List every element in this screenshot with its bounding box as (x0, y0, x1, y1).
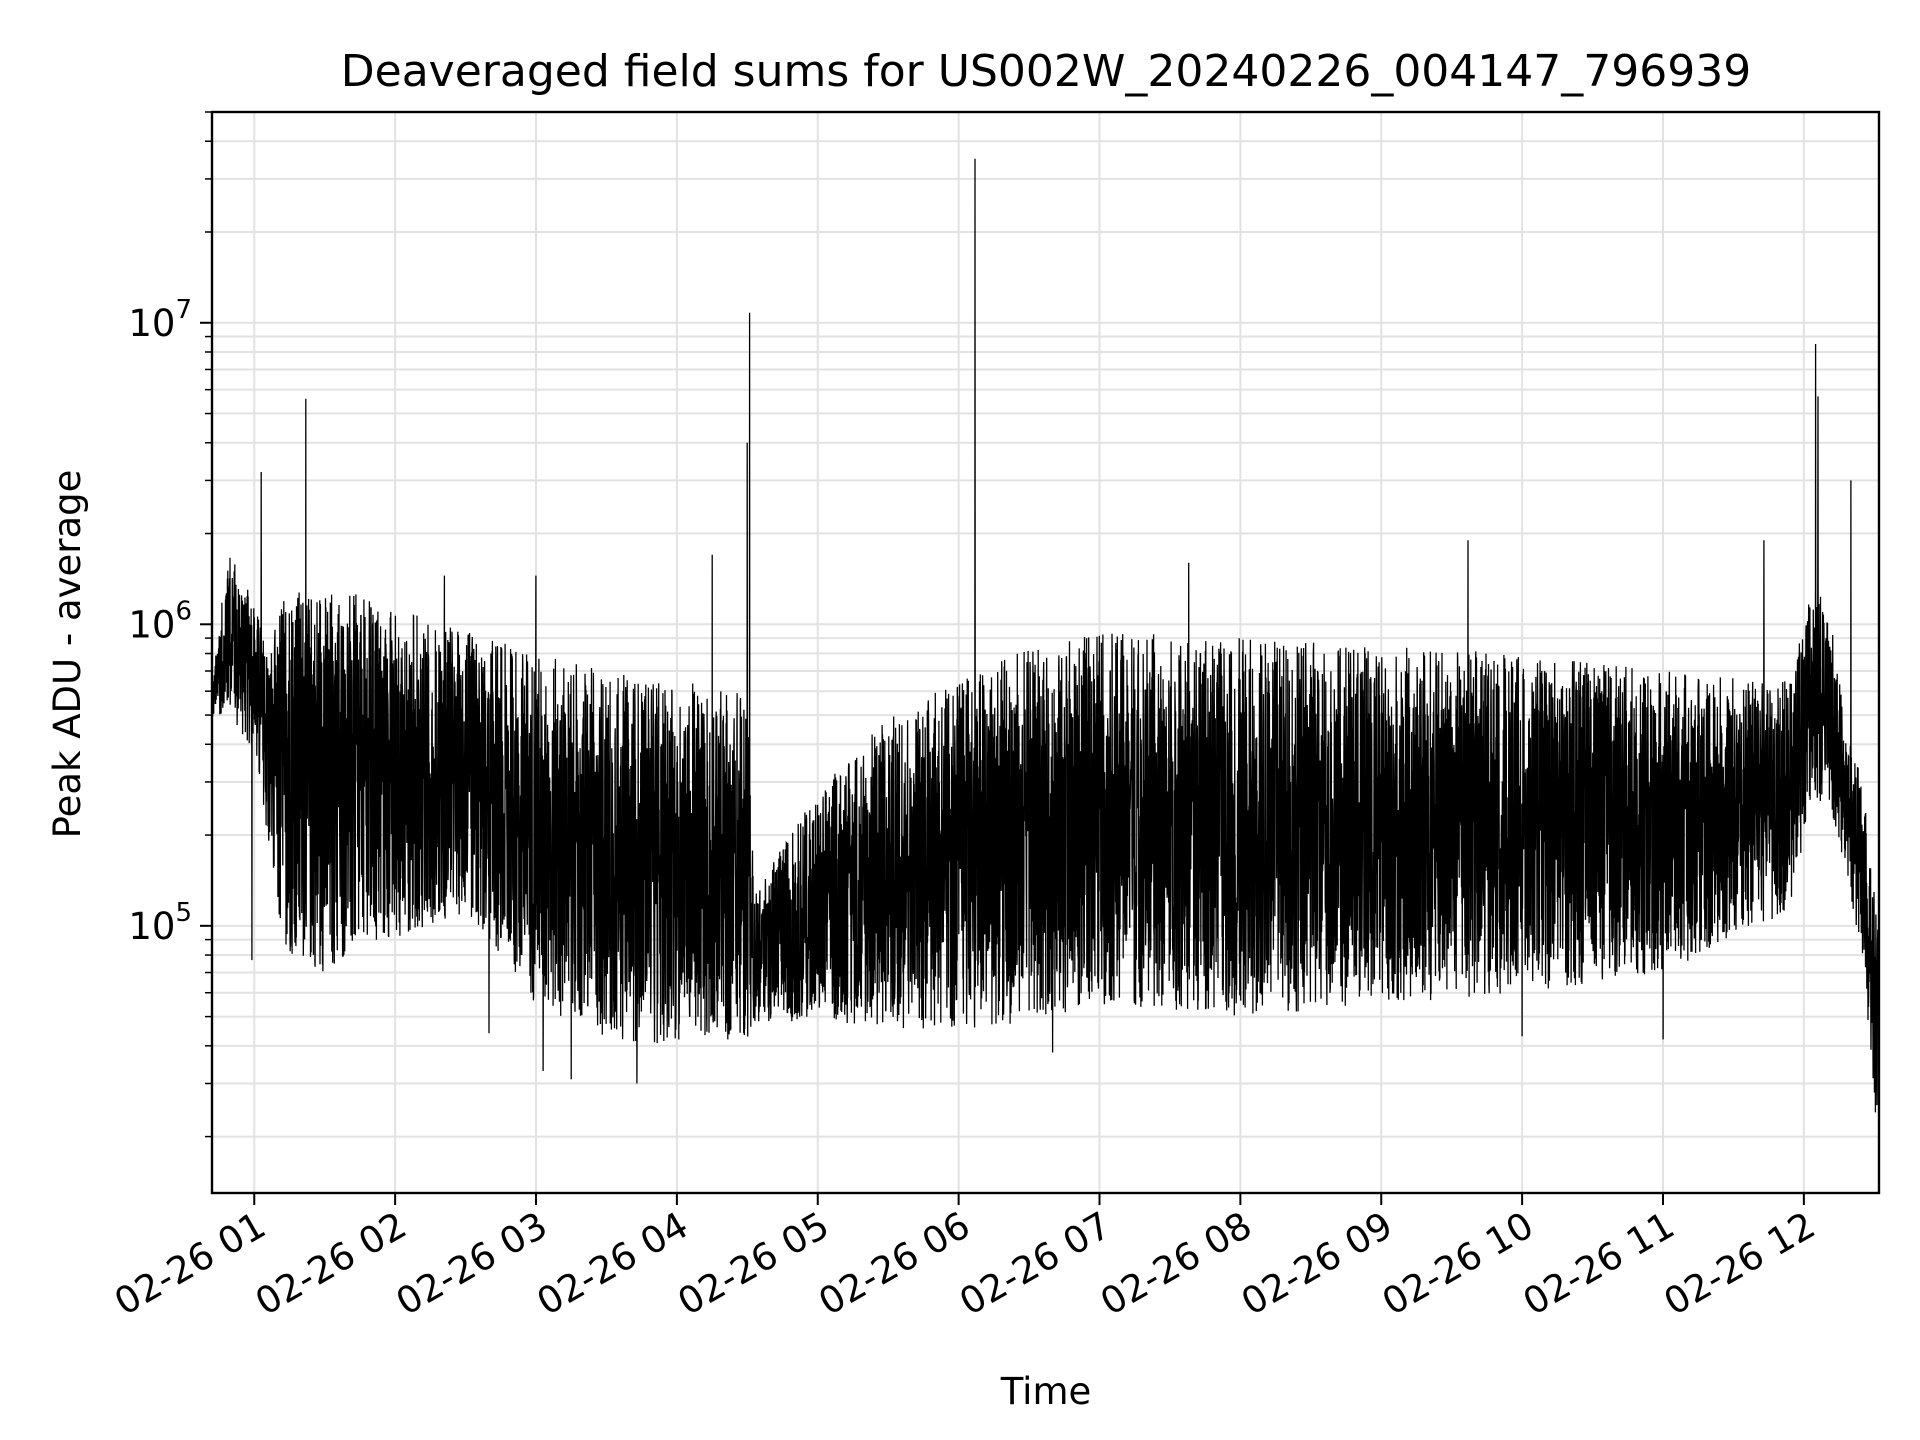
tick-marks (200, 111, 1805, 1205)
y-tick-label-exponent: 6 (175, 596, 192, 626)
x-tick-label: 02-26 04 (530, 1204, 696, 1324)
x-tick-label: 02-26 12 (1657, 1204, 1823, 1324)
y-tick-label-base: 10 (128, 302, 175, 345)
y-tick-label: 105 (128, 898, 192, 948)
x-tick-label: 02-26 10 (1375, 1204, 1541, 1324)
y-tick-label-exponent: 7 (175, 295, 192, 325)
x-tick-label: 02-26 08 (1093, 1204, 1259, 1324)
y-tick-label: 106 (128, 596, 192, 646)
plot-frame (210, 110, 1881, 1195)
y-tick-label-exponent: 5 (175, 898, 192, 928)
y-axis-label: Peak ADU - average (46, 470, 89, 839)
y-tick-label-base: 10 (128, 603, 175, 646)
x-tick-label: 02-26 02 (248, 1204, 414, 1324)
x-tick-label: 02-26 09 (1234, 1204, 1400, 1324)
x-tick-label: 02-26 03 (389, 1204, 555, 1324)
chart-title: Deaveraged field sums for US002W_2024022… (341, 46, 1752, 97)
x-tick-label: 02-26 01 (107, 1204, 273, 1324)
x-tick-label: 02-26 07 (952, 1204, 1118, 1324)
y-tick-label-base: 10 (128, 905, 175, 948)
x-tick-label: 02-26 11 (1516, 1204, 1682, 1324)
x-tick-label: 02-26 06 (812, 1204, 978, 1324)
x-tick-label: 02-26 05 (671, 1204, 837, 1324)
x-axis-label: Time (1000, 1370, 1092, 1413)
grid-lines (212, 111, 1879, 1193)
series-layer (211, 158, 1880, 1158)
y-tick-label: 107 (128, 295, 192, 345)
series-line (211, 158, 1880, 1158)
